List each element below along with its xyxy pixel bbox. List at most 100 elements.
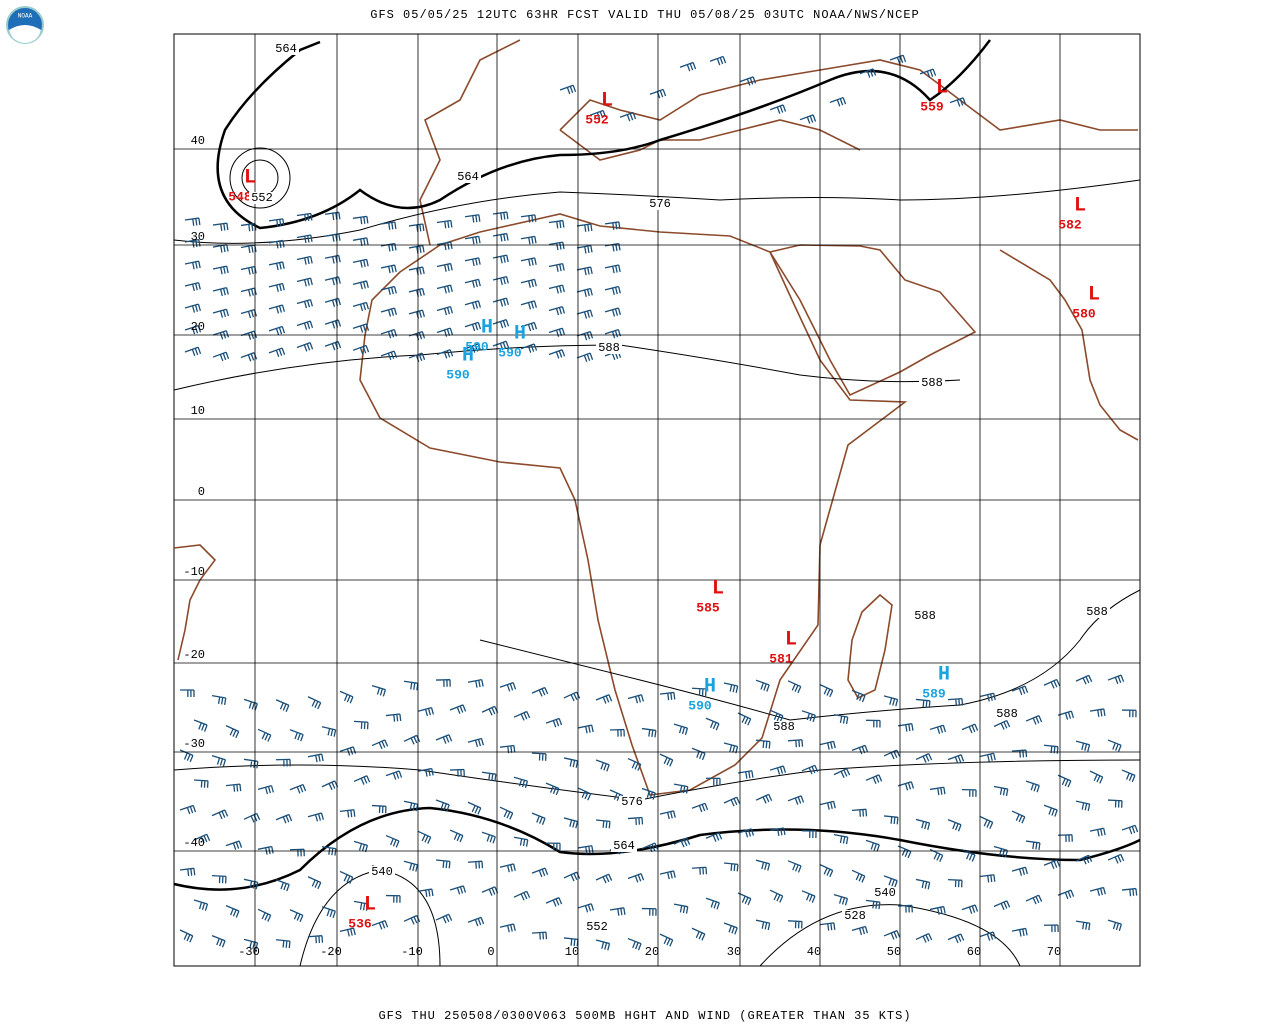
wind-barb (595, 819, 611, 829)
wind-barb (723, 922, 738, 935)
wind-barb (577, 787, 592, 801)
wind-barb (705, 777, 721, 786)
wind-barb (604, 328, 622, 339)
wind-barb (243, 812, 261, 823)
wind-barb (296, 255, 313, 265)
wind-barb (417, 767, 434, 777)
wind-barb (949, 97, 967, 107)
wind-barb (467, 916, 485, 927)
contour-label: 528 (844, 909, 866, 923)
wind-barb (240, 244, 257, 254)
wind-barb (641, 907, 657, 916)
wind-barb (1107, 853, 1125, 864)
wind-barb (649, 88, 667, 99)
contour-label: 540 (874, 886, 896, 900)
wind-barb (961, 849, 976, 862)
wind-barb (604, 264, 621, 274)
wind-barb (380, 350, 398, 361)
wind-barb (851, 925, 869, 936)
wind-barb (193, 899, 209, 911)
wind-barb (1075, 800, 1091, 812)
wind-barb (403, 860, 419, 872)
wind-barb (548, 262, 565, 272)
wind-barb (545, 842, 561, 851)
wind-barb (408, 287, 425, 297)
wind-barb (211, 809, 229, 820)
wind-barb (324, 254, 341, 264)
wind-barb (436, 262, 453, 272)
wind-barb (673, 723, 689, 735)
wind-barb (709, 55, 727, 66)
latitude-label: 0 (198, 485, 205, 499)
wind-barb (1121, 769, 1136, 783)
center-value: 552 (585, 112, 609, 127)
wind-barb (1025, 780, 1040, 793)
wind-barb (275, 813, 293, 824)
wind-barb (339, 690, 354, 704)
wind-barb (829, 96, 847, 107)
wind-barb (408, 223, 425, 232)
wind-barb (1011, 685, 1029, 696)
wind-barb (705, 832, 723, 842)
wind-barb (915, 878, 931, 890)
wind-barb (275, 758, 291, 767)
wind-barb (723, 682, 739, 693)
wind-barb (464, 343, 482, 353)
wind-barb (1057, 774, 1072, 788)
wind-barb (520, 343, 538, 353)
wind-barb (307, 753, 324, 763)
wind-barb (883, 695, 899, 707)
wind-barb (993, 785, 1009, 797)
center-value: 559 (920, 99, 944, 114)
wind-barb (548, 306, 566, 316)
wind-barb (563, 817, 579, 829)
wind-barb (268, 304, 286, 314)
wind-barb (380, 264, 397, 274)
wind-barb (723, 796, 741, 807)
wind-barb (1011, 810, 1026, 824)
wind-barb (520, 278, 537, 288)
wind-barb (947, 754, 965, 764)
center-symbol: H (704, 675, 716, 698)
wind-barb (449, 829, 464, 843)
grid (174, 34, 1140, 966)
wind-barb (548, 349, 566, 359)
wind-barb (833, 713, 849, 725)
wind-barb (737, 828, 755, 838)
wind-barb (787, 795, 805, 805)
wind-barb (1043, 924, 1059, 933)
wind-barb (212, 287, 229, 297)
contour-label: 552 (586, 920, 608, 934)
coastlines (173, 39, 1139, 796)
wind-barb (883, 749, 901, 760)
contour-label-bg (611, 840, 637, 852)
wind-barb (589, 109, 607, 120)
wind-barb (464, 300, 482, 310)
wind-barb (513, 710, 531, 721)
wind-barb (436, 219, 453, 229)
wind-barb (339, 927, 356, 937)
wind-barb (705, 897, 720, 910)
wind-barb (296, 298, 314, 309)
wind-barb (435, 679, 451, 687)
wind-barb (481, 831, 496, 844)
title: GFS 05/05/25 12UTC 63HR FCST VALID THU 0… (370, 8, 919, 22)
wind-barb (819, 800, 836, 810)
wind-barb (225, 725, 240, 739)
wind-barb (212, 308, 230, 318)
wind-barb (595, 694, 613, 704)
longitude-label: 20 (645, 945, 659, 959)
wind-barb (576, 266, 593, 276)
contour-label: 564 (613, 839, 635, 853)
wind-barb (353, 720, 369, 730)
wind-barb (559, 84, 577, 95)
center-value: 581 (769, 651, 793, 666)
wind-barb (833, 768, 851, 778)
wind-barb (324, 340, 342, 351)
wind-barb (321, 780, 339, 791)
contour-label-bg (842, 910, 868, 922)
wind-barb (1043, 859, 1061, 870)
wind-barb (240, 352, 258, 362)
wind-barb (787, 739, 804, 748)
wind-barb (1043, 804, 1058, 817)
